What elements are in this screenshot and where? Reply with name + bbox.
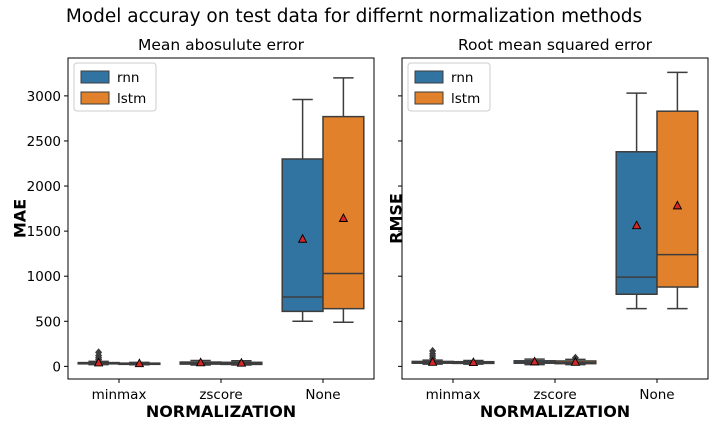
y-tick-label: 2000 xyxy=(27,179,61,195)
box-lstm-minmax xyxy=(118,358,161,368)
box-lstm-zscore xyxy=(554,353,597,366)
x-tick-label: zscore xyxy=(199,387,242,403)
y-tick-label: 1500 xyxy=(27,224,61,240)
box-lstm-minmax xyxy=(452,357,495,367)
box-lstm-None xyxy=(656,71,699,310)
box-rnn-None xyxy=(281,98,324,323)
panel-title: Root mean squared error xyxy=(458,36,653,54)
figure-suptitle: Model accuray on test data for differnt … xyxy=(66,6,642,27)
x-axis-label: NORMALIZATION xyxy=(480,402,630,421)
box-lstm-None xyxy=(322,77,365,323)
box-lstm xyxy=(656,110,699,288)
x-tick-label: minmax xyxy=(92,387,147,403)
box-rnn-minmax xyxy=(77,348,120,367)
x-tick-label: None xyxy=(639,387,674,403)
legend-label-rnn: rnn xyxy=(451,70,473,86)
mean-marker xyxy=(529,356,540,366)
y-axis-label: RMSE xyxy=(387,193,406,244)
box-lstm-zscore xyxy=(220,357,263,367)
chart-panels: Mean abosulute error NORMALIZATION MAE 0 500… xyxy=(11,36,709,421)
y-tick-label: 500 xyxy=(35,314,61,330)
axes-frame xyxy=(401,57,709,380)
mean-marker xyxy=(236,357,247,367)
x-tick-label: None xyxy=(305,387,340,403)
mean-marker xyxy=(93,357,104,367)
legend-label-rnn: rnn xyxy=(117,70,139,86)
mean-marker xyxy=(570,356,581,366)
y-tick-label: 1000 xyxy=(27,269,61,285)
mean-marker xyxy=(468,357,479,367)
legend-label-lstm: lstm xyxy=(117,91,146,107)
mean-marker xyxy=(672,200,683,210)
legend-swatch-lstm xyxy=(414,91,444,105)
mean-marker xyxy=(338,213,349,222)
box-rnn-minmax xyxy=(411,346,454,366)
y-axis-label: MAE xyxy=(11,199,30,238)
mean-marker xyxy=(631,220,642,230)
y-tick-label: 0 xyxy=(52,359,61,375)
x-tick-label: zscore xyxy=(533,387,576,403)
legend: rnn lstm xyxy=(73,62,157,112)
legend-swatch-lstm xyxy=(80,91,110,105)
mean-marker xyxy=(195,357,206,367)
mean-marker xyxy=(134,358,145,368)
legend-label-lstm: lstm xyxy=(451,91,480,107)
panel-2: Root mean squared error NORMALIZATION RMSE… xyxy=(387,36,709,421)
panel-1: Mean abosulute error NORMALIZATION MAE 0 500… xyxy=(11,36,375,421)
legend-swatch-rnn xyxy=(414,70,444,84)
panel-title: Mean abosulute error xyxy=(138,36,305,54)
mean-marker xyxy=(427,356,438,366)
legend: rnn lstm xyxy=(407,62,491,112)
outlier-point xyxy=(95,348,103,357)
box-rnn-zscore xyxy=(179,357,222,367)
x-axis-label: NORMALIZATION xyxy=(146,402,296,421)
axes-frame xyxy=(67,57,375,380)
legend-swatch-rnn xyxy=(80,70,110,84)
box-lstm xyxy=(322,115,365,310)
mean-marker xyxy=(297,233,308,243)
x-tick-label: minmax xyxy=(426,387,481,403)
y-tick-label: 2500 xyxy=(27,134,61,150)
y-tick-label: 3000 xyxy=(27,89,61,105)
outlier-point xyxy=(429,346,437,356)
